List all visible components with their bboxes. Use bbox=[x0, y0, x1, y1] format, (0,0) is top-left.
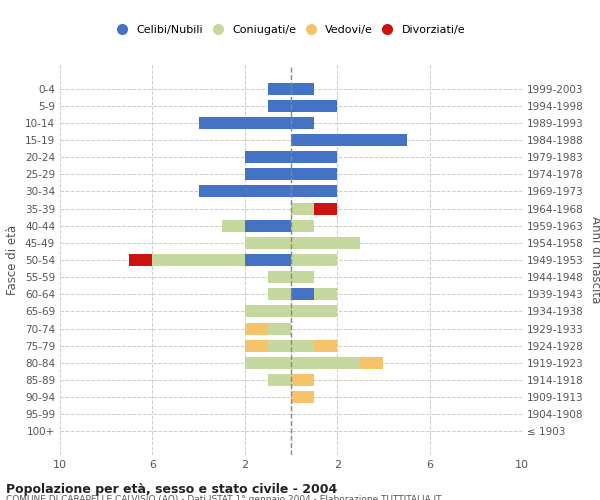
Text: COMUNE DI CARAPELLE CALVISIO (AQ) - Dati ISTAT 1° gennaio 2004 - Elaborazione TU: COMUNE DI CARAPELLE CALVISIO (AQ) - Dati… bbox=[6, 495, 442, 500]
Bar bbox=[291, 340, 314, 351]
Bar bbox=[291, 357, 360, 369]
Bar bbox=[314, 340, 337, 351]
Bar bbox=[245, 322, 268, 334]
Bar bbox=[268, 374, 291, 386]
Bar bbox=[291, 117, 314, 129]
Bar bbox=[291, 168, 337, 180]
Bar bbox=[291, 254, 337, 266]
Bar bbox=[245, 306, 291, 318]
Bar bbox=[245, 168, 291, 180]
Bar bbox=[314, 202, 337, 214]
Bar bbox=[291, 134, 407, 146]
Bar bbox=[222, 220, 245, 232]
Bar bbox=[291, 288, 314, 300]
Bar bbox=[245, 220, 291, 232]
Bar bbox=[268, 271, 291, 283]
Bar bbox=[314, 288, 337, 300]
Bar bbox=[291, 202, 314, 214]
Bar bbox=[268, 340, 291, 351]
Y-axis label: Fasce di età: Fasce di età bbox=[7, 225, 19, 295]
Legend: Celibi/Nubili, Coniugati/e, Vedovi/e, Divorziati/e: Celibi/Nubili, Coniugati/e, Vedovi/e, Di… bbox=[112, 20, 470, 40]
Bar bbox=[360, 357, 383, 369]
Bar bbox=[245, 151, 291, 163]
Bar bbox=[245, 357, 291, 369]
Bar bbox=[268, 82, 291, 94]
Bar bbox=[291, 237, 360, 249]
Bar bbox=[199, 186, 291, 198]
Bar bbox=[268, 322, 291, 334]
Bar bbox=[291, 151, 337, 163]
Bar bbox=[268, 288, 291, 300]
Bar bbox=[130, 254, 152, 266]
Bar bbox=[291, 271, 314, 283]
Bar bbox=[291, 220, 314, 232]
Bar bbox=[291, 391, 314, 403]
Y-axis label: Anni di nascita: Anni di nascita bbox=[589, 216, 600, 304]
Bar bbox=[245, 237, 291, 249]
Bar bbox=[268, 100, 291, 112]
Bar bbox=[291, 186, 337, 198]
Bar bbox=[199, 117, 291, 129]
Bar bbox=[291, 82, 314, 94]
Bar bbox=[291, 306, 337, 318]
Bar bbox=[245, 340, 268, 351]
Bar bbox=[152, 254, 245, 266]
Bar bbox=[291, 100, 337, 112]
Bar bbox=[245, 254, 291, 266]
Text: Popolazione per età, sesso e stato civile - 2004: Popolazione per età, sesso e stato civil… bbox=[6, 482, 337, 496]
Bar bbox=[291, 374, 314, 386]
